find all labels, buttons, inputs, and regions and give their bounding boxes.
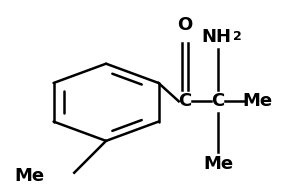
Text: Me: Me xyxy=(242,92,272,110)
Text: C: C xyxy=(178,92,191,110)
Text: Me: Me xyxy=(203,155,233,173)
Text: NH: NH xyxy=(201,28,232,46)
Text: 2: 2 xyxy=(233,30,241,43)
Text: C: C xyxy=(211,92,225,110)
Text: O: O xyxy=(177,16,192,34)
Text: Me: Me xyxy=(15,167,45,185)
